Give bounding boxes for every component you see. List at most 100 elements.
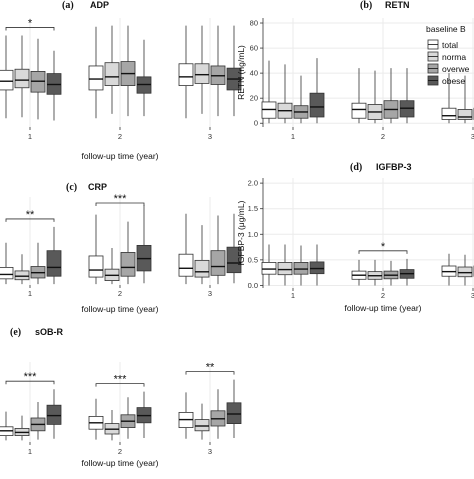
sobr-significance-year3-label: ** bbox=[206, 362, 215, 374]
igfbp3-ytick-label-2: 1.0 bbox=[248, 230, 258, 239]
adp-box-total-year3-iqr bbox=[178, 63, 194, 86]
sobr-box-normal-year2 bbox=[104, 410, 120, 441]
igfbp3-ytick-label-3: 1.5 bbox=[248, 204, 258, 213]
igfbp3-box-obese-year1-iqr bbox=[309, 261, 325, 275]
retn-xtick-label-1: 1 bbox=[291, 132, 295, 141]
sobr-significance-year2-bracket bbox=[95, 383, 145, 387]
igfbp3-panel-title: IGFBP-3 bbox=[376, 162, 412, 172]
retn-ytick-label-0: 0 bbox=[254, 119, 258, 128]
sobr-box-total-year3 bbox=[178, 392, 194, 439]
sobr-box-normal-year3 bbox=[194, 403, 210, 440]
retn-y-axis-title: RETN (ng/mL) bbox=[236, 45, 246, 100]
adp-box-normal-year2 bbox=[104, 25, 120, 114]
panel-retn bbox=[260, 18, 474, 130]
retn-ytick-label-4: 80 bbox=[250, 19, 258, 28]
adp-panel-letter: (a) bbox=[62, 0, 74, 11]
adp-box-obese-year3 bbox=[226, 25, 242, 117]
adp-xtick-label-3: 3 bbox=[208, 132, 212, 141]
igfbp3-x-axis-title: follow-up time (year) bbox=[345, 303, 422, 313]
crp-significance-year2-label: *** bbox=[114, 193, 128, 205]
retn-box-overweight-year2 bbox=[383, 68, 399, 124]
igfbp3-box-overweight-year2 bbox=[383, 260, 399, 286]
crp-box-overweight-year2 bbox=[120, 221, 136, 285]
adp-box-obese-year2 bbox=[136, 39, 152, 117]
legend-entry-1: norma bbox=[442, 52, 466, 62]
sobr-box-overweight-year1 bbox=[30, 402, 46, 440]
crp-panel-title: CRP bbox=[88, 182, 107, 192]
igfbp3-significance-year2-bracket bbox=[358, 250, 408, 254]
igfbp3-box-normal-year2 bbox=[367, 259, 383, 286]
retn-ytick-label-1: 20 bbox=[250, 94, 258, 103]
sobr-box-obese-year3-iqr bbox=[226, 402, 242, 424]
crp-box-normal-year3-iqr bbox=[194, 259, 210, 278]
crp-panel-letter: (c) bbox=[66, 182, 77, 193]
crp-box-obese-year3-iqr bbox=[226, 246, 242, 274]
crp-box-normal-year3 bbox=[194, 225, 210, 285]
adp-box-overweight-year2 bbox=[120, 25, 136, 117]
igfbp3-significance-year2-label: * bbox=[381, 241, 386, 253]
adp-box-normal-year2-iqr bbox=[104, 62, 120, 86]
crp-box-normal-year1 bbox=[14, 254, 30, 285]
retn-ytick-label-3: 60 bbox=[250, 44, 258, 53]
crp-box-total-year3 bbox=[178, 213, 194, 285]
crp-significance-year2-bracket bbox=[95, 202, 145, 206]
adp-xtick-label-1: 1 bbox=[28, 132, 32, 141]
sobr-box-total-year1 bbox=[0, 411, 14, 441]
igfbp3-box-obese-year2 bbox=[399, 258, 415, 286]
retn-panel-letter: (b) bbox=[360, 0, 372, 11]
sobr-box-obese-year1-iqr bbox=[46, 404, 62, 425]
crp-significance-year1-bracket bbox=[5, 218, 55, 222]
legend-title: baseline B bbox=[426, 24, 466, 34]
sobr-box-normal-year3-iqr bbox=[194, 419, 210, 432]
crp-box-total-year3-iqr bbox=[178, 253, 194, 277]
adp-box-total-year2 bbox=[88, 26, 104, 119]
crp-box-total-year1 bbox=[0, 242, 14, 285]
crp-box-total-year2-iqr bbox=[88, 255, 104, 278]
retn-xtick-label-3: 3 bbox=[471, 132, 474, 141]
crp-xtick-label-2: 2 bbox=[118, 289, 122, 298]
crp-xtick-label-3: 3 bbox=[208, 289, 212, 298]
adp-box-obese-year1 bbox=[46, 50, 62, 121]
retn-box-obese-year2 bbox=[399, 68, 415, 124]
adp-box-total-year3 bbox=[178, 25, 194, 119]
igfbp3-box-normal-year1-iqr bbox=[277, 262, 293, 276]
retn-box-normal-year3-iqr bbox=[457, 109, 473, 120]
igfbp3-box-total-year1-iqr bbox=[261, 262, 277, 275]
sobr-xtick-label-1: 1 bbox=[28, 447, 32, 456]
crp-box-obese-year3 bbox=[226, 213, 242, 284]
crp-box-normal-year1-iqr bbox=[14, 270, 30, 281]
adp-box-normal-year3 bbox=[194, 25, 210, 114]
crp-box-overweight-year3-iqr bbox=[210, 250, 226, 276]
sobr-panel-title: sOB-R bbox=[35, 327, 64, 337]
sobr-panel-letter: (e) bbox=[10, 327, 21, 338]
retn-box-total-year3 bbox=[441, 73, 457, 124]
sobr-xtick-label-2: 2 bbox=[118, 447, 122, 456]
crp-xtick-label-1: 1 bbox=[28, 289, 32, 298]
igfbp3-ytick-label-4: 2.0 bbox=[248, 179, 258, 188]
crp-box-total-year2 bbox=[88, 214, 104, 285]
igfbp3-xtick-label-3: 3 bbox=[471, 291, 474, 300]
retn-box-overweight-year1 bbox=[293, 75, 309, 124]
adp-box-normal-year3-iqr bbox=[194, 63, 210, 84]
crp-box-overweight-year2-iqr bbox=[120, 252, 136, 277]
sobr-box-overweight-year3 bbox=[210, 389, 226, 439]
crp-box-overweight-year3 bbox=[210, 215, 226, 285]
sobr-significance-year3-bracket bbox=[185, 371, 235, 375]
panel-sobr bbox=[0, 362, 242, 445]
retn-box-total-year3-iqr bbox=[441, 107, 457, 120]
adp-box-total-year2-iqr bbox=[88, 65, 104, 91]
adp-significance-year1-bracket bbox=[5, 27, 55, 31]
crp-x-axis-title: follow-up time (year) bbox=[82, 304, 159, 314]
crp-box-obese-year2 bbox=[136, 204, 152, 284]
igfbp3-xtick-label-2: 2 bbox=[381, 291, 385, 300]
legend-entry-3: obese bbox=[442, 76, 465, 86]
retn-panel-title: RETN bbox=[385, 0, 410, 10]
adp-panel-title: ADP bbox=[90, 0, 109, 10]
retn-box-obese-year1-iqr bbox=[309, 92, 325, 118]
crp-box-overweight-year1 bbox=[30, 242, 46, 285]
sobr-box-obese-year1 bbox=[46, 389, 62, 439]
adp-box-normal-year1-iqr bbox=[14, 68, 30, 89]
legend-entry-0: total bbox=[442, 40, 458, 50]
retn-box-normal-year2 bbox=[367, 70, 383, 124]
adp-box-total-year1-iqr bbox=[0, 69, 14, 91]
